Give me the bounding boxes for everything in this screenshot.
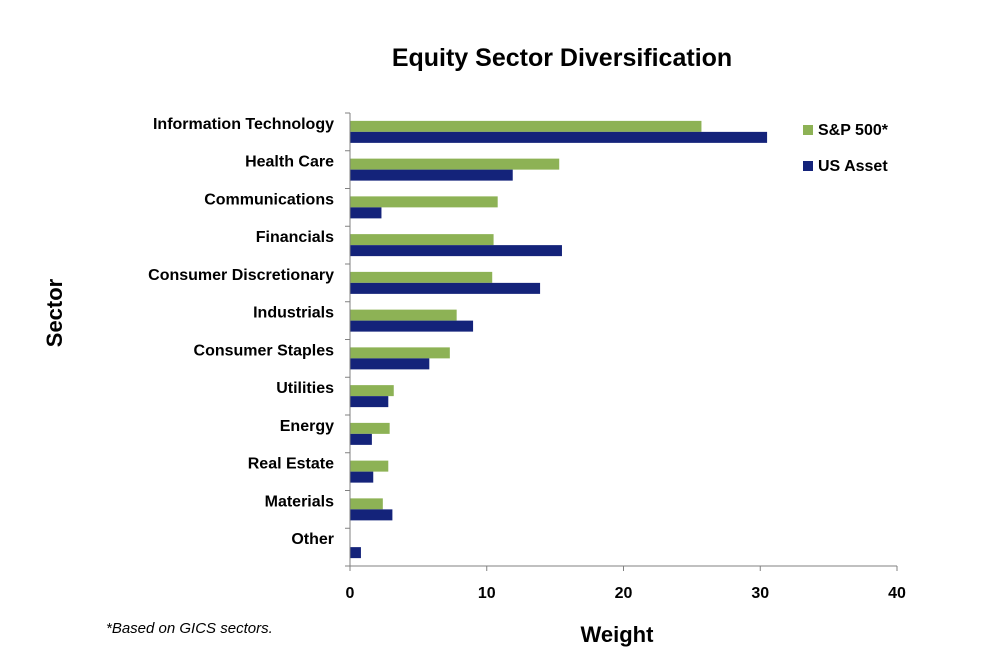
y-axis-title: Sector [42,278,67,347]
bar-us-asset-9 [350,471,374,483]
bar-sp500-7 [350,385,394,397]
bar-us-asset-5 [350,320,474,332]
bar-sp500-2 [350,196,498,208]
bar-us-asset-6 [350,358,430,370]
category-label-1: Health Care [245,154,334,171]
bar-us-asset-11 [350,547,361,559]
category-label-11: Other [291,531,334,548]
bar-us-asset-8 [350,433,372,445]
category-label-5: Industrials [253,305,334,322]
category-label-9: Real Estate [248,456,334,473]
x-axis-title: Weight [581,622,655,647]
bar-sp500-3 [350,234,494,246]
category-label-4: Consumer Discretionary [148,267,334,284]
legend-swatch-1 [803,161,813,171]
plot-area: Information Technology Health Care Communi… [148,112,906,602]
bar-sp500-6 [350,347,450,359]
x-tick-label-2: 20 [615,585,633,602]
x-tick-label-3: 30 [751,585,769,602]
category-label-10: Materials [265,493,334,510]
bar-us-asset-0 [350,131,768,143]
x-tick-label-0: 0 [346,585,355,602]
bar-sp500-9 [350,460,389,472]
legend-label-0: S&P 500* [818,122,889,139]
x-tick-label-1: 10 [478,585,496,602]
bar-sp500-10 [350,498,383,510]
bar-us-asset-7 [350,396,389,408]
footnote: *Based on GICS sectors. [106,620,273,637]
category-label-3: Financials [256,229,334,246]
legend-label-1: US Asset [818,158,888,175]
bar-sp500-4 [350,271,493,283]
bar-us-asset-1 [350,169,513,181]
x-tick-label-4: 40 [888,585,906,602]
legend-swatch-0 [803,125,813,135]
category-label-7: Utilities [276,380,334,397]
bar-us-asset-3 [350,245,562,257]
bar-us-asset-10 [350,509,393,521]
bar-sp500-5 [350,309,457,321]
bar-sp500-0 [350,120,702,132]
bar-us-asset-2 [350,207,382,219]
chart-title: Equity Sector Diversification [392,44,732,72]
bar-sp500-1 [350,158,560,170]
bar-sp500-8 [350,422,390,434]
category-label-0: Information Technology [153,116,334,133]
legend: S&P 500* US Asset [803,122,889,175]
category-label-2: Communications [204,191,334,208]
bar-us-asset-4 [350,282,541,294]
category-label-6: Consumer Staples [194,342,335,359]
category-label-8: Energy [280,418,334,435]
